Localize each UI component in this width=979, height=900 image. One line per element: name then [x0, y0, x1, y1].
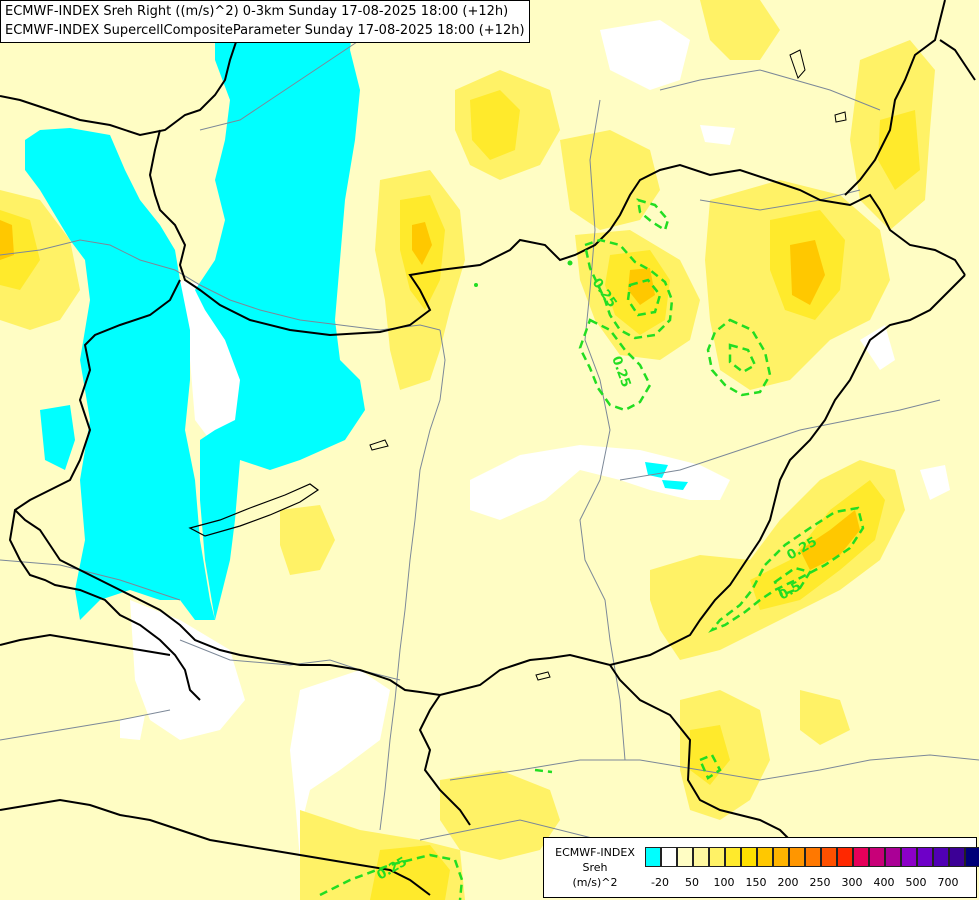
- scp-contour-south: [698, 753, 722, 780]
- legend-swatch: [709, 847, 725, 867]
- lake-balaton: [188, 483, 320, 537]
- legend-swatch: [773, 847, 789, 867]
- map-title-sreh: ECMWF-INDEX Sreh Right ((m/s)^2) 0-3km S…: [5, 4, 509, 19]
- scp-contour-central: [578, 318, 652, 412]
- legend-tick-label: 400: [873, 876, 895, 889]
- scp-contour-north-inner: [626, 278, 662, 317]
- map-title-box: ECMWF-INDEX Sreh Right ((m/s)^2) 0-3km S…: [0, 0, 530, 43]
- scp-contours: [319, 198, 865, 900]
- legend-swatch: [917, 847, 933, 867]
- legend-tick-label: -20: [651, 876, 669, 889]
- orange-areas: [0, 220, 860, 570]
- legend-tick-label: 250: [809, 876, 831, 889]
- legend-swatch: [757, 847, 773, 867]
- legend-swatch: [949, 847, 965, 867]
- scp-contour-east-inner: [728, 343, 757, 374]
- small-lakes: [369, 49, 847, 681]
- legend-swatch: [805, 847, 821, 867]
- legend-tick-label: 150: [745, 876, 767, 889]
- legend-tick-label: 50: [685, 876, 699, 889]
- color-legend: ECMWF-INDEX Sreh (m/s)^2 -20 50 100 150 200 2…: [543, 837, 979, 898]
- white-areas: [60, 20, 950, 860]
- legend-swatch: [869, 847, 885, 867]
- scp-contour-south-small: [534, 768, 553, 774]
- legend-swatch: [693, 847, 709, 867]
- scp-contour-bottom: [319, 853, 464, 900]
- scp-contour-southeast-inner: [773, 566, 812, 597]
- scp-contour-southeast: [708, 506, 865, 633]
- legend-tick-label: 500: [905, 876, 927, 889]
- scp-contour-north-small: [636, 198, 670, 232]
- legend-swatch: [901, 847, 917, 867]
- legend-swatch: [789, 847, 805, 867]
- scp-contour-east: [706, 318, 772, 397]
- scp-dots: [474, 260, 573, 287]
- cyan-areas: [25, 0, 688, 620]
- map-title-scp: ECMWF-INDEX SupercellCompositeParameter …: [5, 23, 525, 38]
- legend-swatch: [885, 847, 901, 867]
- legend-tick-label: 200: [777, 876, 799, 889]
- legend-tick-label: 300: [841, 876, 863, 889]
- legend-variable: Sreh: [582, 861, 608, 874]
- legend-swatch: [725, 847, 741, 867]
- legend-swatch: [661, 847, 677, 867]
- legend-swatch: [933, 847, 949, 867]
- legend-swatch: [741, 847, 757, 867]
- legend-tick-label: 700: [937, 876, 959, 889]
- legend-swatch: [821, 847, 837, 867]
- legend-swatch: [645, 847, 661, 867]
- rivers: [0, 39, 979, 841]
- legend-swatch: [837, 847, 853, 867]
- legend-title: ECMWF-INDEX: [555, 846, 635, 859]
- scp-contour-north: [583, 238, 674, 340]
- legend-swatch: [677, 847, 693, 867]
- legend-unit: (m/s)^2: [572, 876, 618, 889]
- legend-tick-label: 100: [713, 876, 735, 889]
- legend-swatch: [965, 847, 979, 867]
- legend-swatch: [853, 847, 869, 867]
